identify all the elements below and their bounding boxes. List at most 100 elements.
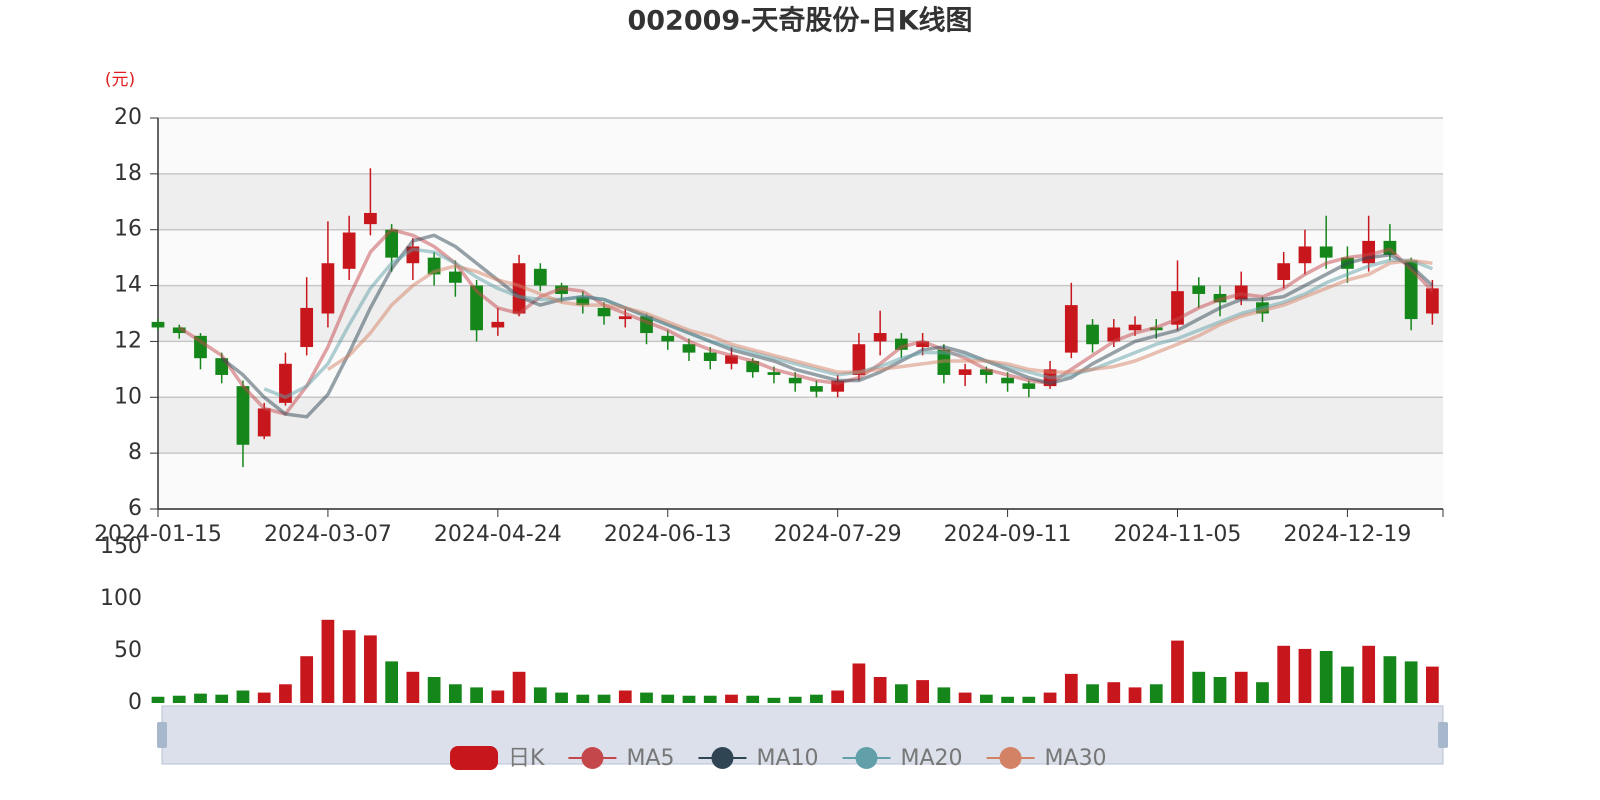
x-tick-label: 2024-07-29 <box>774 522 902 547</box>
ma-line <box>178 227 1434 416</box>
candle-body <box>831 380 845 392</box>
candle-body <box>767 372 781 375</box>
chart-title: 002009-天奇股份-日K线图 <box>627 6 972 37</box>
volume-bar <box>491 690 505 703</box>
legend-label[interactable]: MA5 <box>626 746 674 771</box>
candle-body <box>172 327 186 334</box>
volume-bar <box>1319 651 1333 703</box>
volume-bar <box>703 695 717 703</box>
legend-label[interactable]: 日K <box>508 746 545 771</box>
volume-bar <box>555 692 568 703</box>
volume-bar <box>640 692 653 703</box>
split-area <box>158 397 1443 454</box>
volume-bar <box>1086 684 1099 703</box>
x-tick-label: 2024-01-15 <box>94 522 222 547</box>
x-tick-label: 2024-03-07 <box>264 522 392 547</box>
candle-body <box>364 212 377 225</box>
volume-bar <box>852 663 866 703</box>
candle-body <box>1277 263 1291 280</box>
candle-body <box>788 377 802 384</box>
candle-body <box>257 408 271 437</box>
candle-body <box>576 296 590 306</box>
legend-label[interactable]: MA20 <box>901 746 963 771</box>
candle-body <box>979 369 993 375</box>
volume-bar <box>1383 656 1397 703</box>
volume-bar <box>1426 666 1439 703</box>
volume-bar <box>257 692 271 703</box>
y-unit: (元) <box>105 70 135 90</box>
volume-bar <box>831 690 845 703</box>
volume-bar <box>958 692 972 703</box>
candle-body <box>512 263 526 314</box>
legend-icon[interactable] <box>999 747 1022 769</box>
candle-body <box>618 316 632 320</box>
legend-icon[interactable] <box>711 747 734 769</box>
candle-body <box>1319 246 1333 258</box>
y-tick-label: 18 <box>114 161 142 186</box>
y-tick-label: 6 <box>128 496 142 521</box>
volume-bar <box>746 695 760 703</box>
y-tick-label: 150 <box>100 534 142 559</box>
x-tick-label: 2024-12-19 <box>1283 522 1411 547</box>
data-zoom[interactable] <box>157 705 1448 765</box>
volume-bar <box>364 635 377 703</box>
zoom-handle[interactable] <box>1438 722 1448 748</box>
candle-body <box>895 338 908 350</box>
candle-body <box>1107 327 1121 342</box>
candle-body <box>916 341 929 348</box>
volume-bar <box>279 684 292 703</box>
zoom-handle[interactable] <box>157 722 167 748</box>
candle-body <box>810 386 823 392</box>
legend-icon[interactable] <box>855 747 878 769</box>
candle-body <box>1086 324 1099 345</box>
volume-bar <box>321 619 335 703</box>
volume-bar <box>597 694 611 703</box>
legend-label[interactable]: MA30 <box>1045 746 1107 771</box>
volume-bar <box>512 671 526 703</box>
legend-icon[interactable] <box>450 746 498 770</box>
volume-bar <box>1234 671 1248 703</box>
candle-body <box>703 352 717 361</box>
volume-bar <box>979 694 993 703</box>
legend-icon[interactable] <box>581 747 604 769</box>
volume-bar <box>937 687 951 703</box>
volume-bar <box>810 694 823 703</box>
ma-line <box>326 258 1433 374</box>
volume-bar <box>873 677 887 703</box>
volume-bar <box>1064 673 1078 703</box>
volume-bar <box>895 684 908 703</box>
zoom-window[interactable] <box>161 705 1444 765</box>
candle-body <box>682 344 696 353</box>
volume-bar <box>1022 696 1036 703</box>
candle-body <box>151 321 165 328</box>
volume-bar <box>576 694 590 703</box>
volume-bar <box>151 696 165 703</box>
volume-bar <box>470 687 483 703</box>
y-tick-label: 10 <box>114 384 142 409</box>
volume-bar <box>1043 692 1057 703</box>
volume-bar <box>406 671 420 703</box>
x-tick-label: 2024-11-05 <box>1114 522 1242 547</box>
y-tick-label: 14 <box>114 273 142 298</box>
split-area <box>158 229 1443 286</box>
volume-bar <box>618 690 632 703</box>
volume-bar <box>661 694 675 703</box>
candle-body <box>385 229 399 258</box>
volume-bar <box>1001 696 1014 703</box>
candle-body <box>725 355 738 364</box>
volume-bar <box>448 684 462 703</box>
candle-body <box>533 268 547 286</box>
candle-body <box>1001 377 1014 384</box>
x-tick-label: 2024-06-13 <box>604 522 732 547</box>
candle-body <box>321 263 335 314</box>
candle-body <box>1022 383 1036 389</box>
volume-bar <box>725 694 738 703</box>
candle-body <box>236 386 250 445</box>
legend-label[interactable]: MA10 <box>756 746 818 771</box>
volume-bar <box>788 696 802 703</box>
legend: 日K MA5 MA10 MA20 MA30 <box>450 746 1107 771</box>
y-tick-label: 50 <box>114 638 142 663</box>
candle-body <box>1192 285 1206 294</box>
volume-bar <box>342 630 356 703</box>
